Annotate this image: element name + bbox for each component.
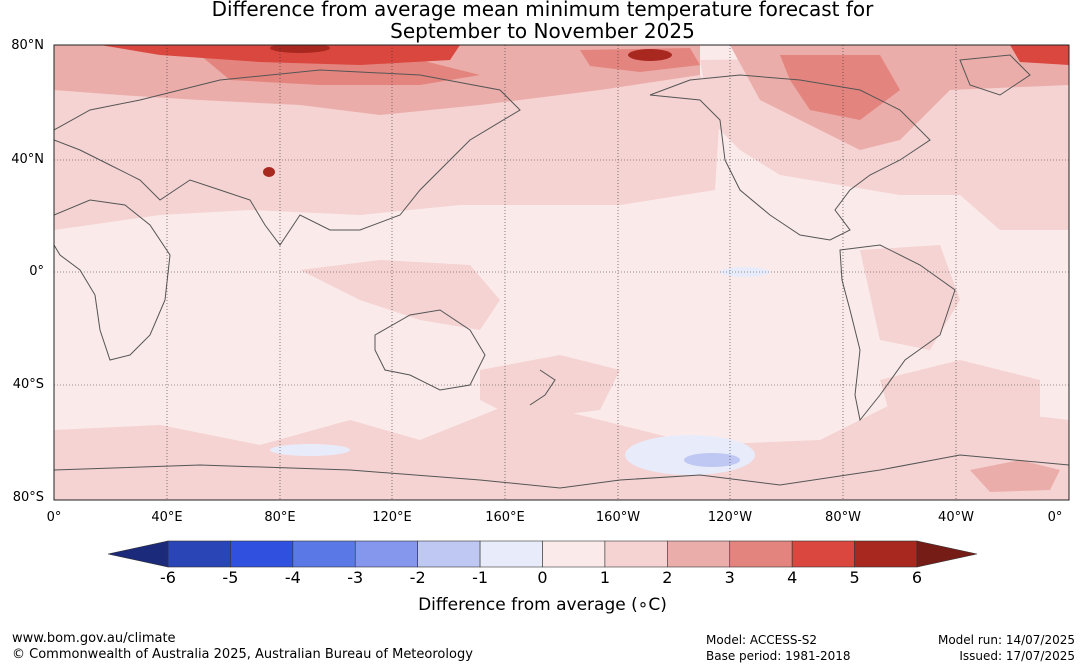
title-line-2: September to November 2025 xyxy=(390,19,695,43)
colorbar-extend-high xyxy=(916,540,978,568)
lon-label-120w: 120°W xyxy=(707,510,753,525)
colorbar-tick-label: 6 xyxy=(911,568,923,587)
colorbar-swatch xyxy=(167,540,231,568)
colorbar-tick-label: 3 xyxy=(724,568,735,587)
footer-url: www.bom.gov.au/climate xyxy=(12,631,176,646)
anomaly-region-chukchi xyxy=(628,49,672,61)
lon-label-160e: 160°E xyxy=(485,510,525,525)
colorbar-tick-label: -4 xyxy=(284,568,301,587)
colorbar-label: Difference from average (∘C) xyxy=(418,595,667,615)
colorbar-tick-label: -5 xyxy=(222,568,239,587)
lon-label-80w: 80°W xyxy=(825,510,861,525)
footer-model: Model: ACCESS-S2 xyxy=(706,633,818,647)
lat-label-0: 0° xyxy=(29,264,44,279)
colorbar-tick-label: -1 xyxy=(472,568,489,587)
coastline-antarctica xyxy=(54,454,1069,489)
anomaly-region-greenland xyxy=(1010,45,1069,65)
colorbar-extend-low xyxy=(107,540,169,568)
coastline-south-america xyxy=(839,244,956,422)
anomaly-shading xyxy=(54,45,1069,500)
colorbar-tick-label: 2 xyxy=(662,568,673,587)
coastline-eurasia xyxy=(54,69,521,246)
anomaly-region-antarctic-east xyxy=(970,460,1060,492)
colorbar-swatch xyxy=(791,540,855,568)
colorbar-swatch xyxy=(354,540,418,568)
lat-label-40s: 40°S xyxy=(12,377,44,392)
anomaly-region-southern-ocean xyxy=(54,400,1069,500)
gridlines xyxy=(54,45,1069,500)
lat-label-40n: 40°N xyxy=(11,152,44,167)
footer-model-run: Model run: 14/07/2025 xyxy=(937,633,1075,647)
lon-label-40e: 40°E xyxy=(151,510,183,525)
lat-label-80n: 80°N xyxy=(11,38,44,53)
colorbar-swatch xyxy=(479,540,543,568)
colorbar-tick-label: 0 xyxy=(537,568,548,587)
coastline-australia xyxy=(374,309,486,391)
coastlines xyxy=(54,54,1069,489)
anomaly-region-tibet xyxy=(263,167,275,177)
colorbar-tick-label: 1 xyxy=(599,568,610,587)
anomaly-region-laptev xyxy=(270,45,330,53)
anomaly-region-indian-ocean-cool xyxy=(270,444,350,456)
anomaly-region-south-atlantic xyxy=(880,360,1040,430)
footer-copyright: © Commonwealth of Australia 2025, Austra… xyxy=(12,647,473,662)
colorbar-tick-label: 5 xyxy=(849,568,860,587)
colorbar-swatch xyxy=(729,540,793,568)
lon-label-160w: 160°W xyxy=(595,510,641,525)
colorbar-swatch xyxy=(292,540,356,568)
lon-label-120e: 120°E xyxy=(372,510,412,525)
colorbar-swatch xyxy=(417,540,481,568)
lon-label-0-left: 0° xyxy=(46,510,62,525)
coastline-africa xyxy=(54,199,171,361)
colorbar-swatch xyxy=(542,540,606,568)
colorbar-tick-label: -6 xyxy=(160,568,176,587)
lat-label-80s: 80°S xyxy=(12,490,44,505)
map-frame xyxy=(53,44,1070,501)
lon-label-40w: 40°W xyxy=(938,510,974,525)
anomaly-region-maritime xyxy=(300,260,500,330)
coastline-new-zealand xyxy=(529,369,556,406)
colorbar-swatch xyxy=(604,540,668,568)
anomaly-region-south-america xyxy=(860,245,960,350)
colorbar xyxy=(107,540,978,568)
footer-issued: Issued: 17/07/2025 xyxy=(959,649,1075,663)
coastline-north-america xyxy=(649,74,931,241)
footer-base-period: Base period: 1981-2018 xyxy=(706,649,851,663)
colorbar-swatch xyxy=(230,540,294,568)
lon-label-0-right: 0° xyxy=(1047,510,1063,525)
anomaly-region-antarctic-cold xyxy=(684,453,740,467)
colorbar-tick-label: -2 xyxy=(409,568,426,587)
lon-label-80e: 80°E xyxy=(264,510,296,525)
anomaly-region-arctic-america xyxy=(780,55,900,120)
anomaly-region-antarctic-cool xyxy=(625,435,755,475)
colorbar-swatch xyxy=(667,540,731,568)
colorbar-swatch xyxy=(854,540,918,568)
coastline-greenland xyxy=(959,54,1031,96)
colorbar-tick-label: -3 xyxy=(347,568,364,587)
colorbar-tick-label: 4 xyxy=(787,568,798,587)
title-line-1: Difference from average mean minimum tem… xyxy=(211,0,874,21)
